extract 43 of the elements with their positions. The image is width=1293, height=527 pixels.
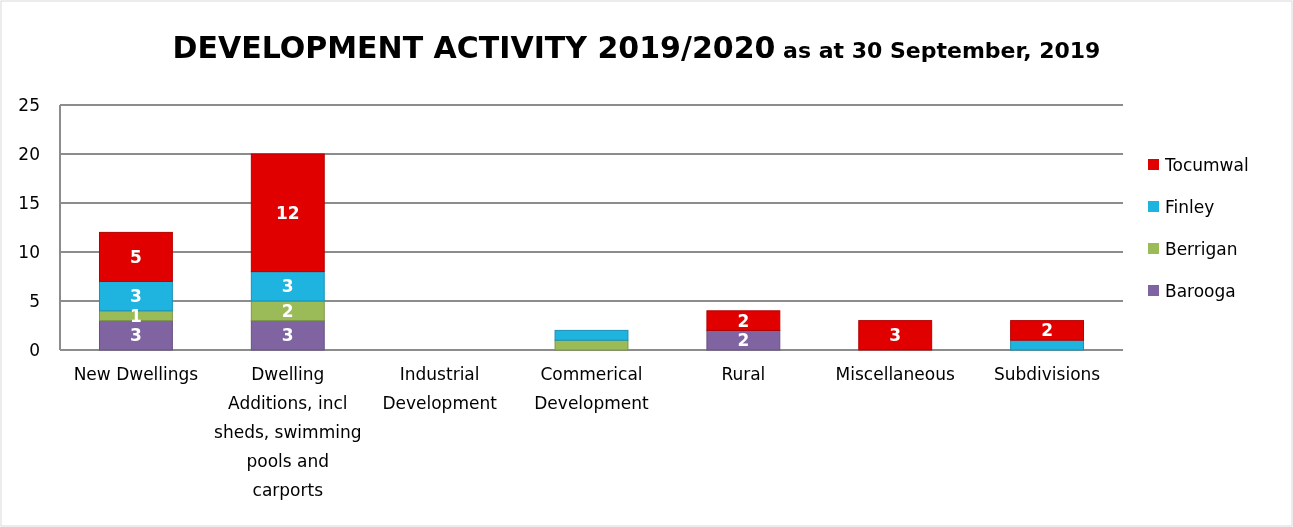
y-tick-label: 25 [18,94,40,115]
x-tick-label: Miscellaneous [835,364,955,384]
data-label: 2 [1041,320,1053,341]
legend-label: Finley [1165,196,1215,217]
data-label: 3 [130,325,142,346]
data-label: 2 [281,300,294,321]
y-tick-label: 0 [29,339,40,360]
bar [554,329,629,341]
x-tick-label: Industrial Development [382,364,498,413]
y-tick-label: 20 [18,143,40,164]
legend-label: Berrigan [1165,238,1238,259]
data-label: 3 [889,325,902,346]
bar [250,271,325,302]
bar [1010,320,1085,341]
data-label: 3 [130,286,142,307]
chart-title: DEVELOPMENT ACTIVITY 2019/2020 [172,30,776,65]
bar [858,320,933,351]
chart-subtitle: as at 30 September, 2019 [775,38,1101,63]
legend-label: Tocumwal [1164,154,1249,175]
bar [98,320,173,351]
x-tick-label: Commerical Development [534,364,650,413]
bar [250,320,325,351]
bar [1010,339,1085,351]
data-label: 2 [737,310,750,331]
x-tick-label: New Dwellings [73,364,199,384]
bar [706,329,781,351]
bar [554,339,629,351]
y-tick-label: 15 [18,192,40,213]
data-label: 1 [130,305,142,326]
bar [250,153,325,273]
legend-label: Barooga [1165,280,1236,301]
data-label: 2 [737,330,750,351]
x-tick-label: Rural [721,364,766,384]
x-tick-label: Subdivisions [993,364,1101,384]
bar [98,231,173,282]
data-label: 3 [281,276,294,297]
y-tick-label: 5 [29,290,40,311]
data-label: 3 [281,325,294,346]
x-tick-label: Dwelling Additions, incl sheds, swimming pools and carports [214,364,362,500]
data-label: 12 [275,202,300,223]
y-tick-label: 10 [18,241,40,262]
bar [706,310,781,331]
data-label: 5 [130,246,142,267]
